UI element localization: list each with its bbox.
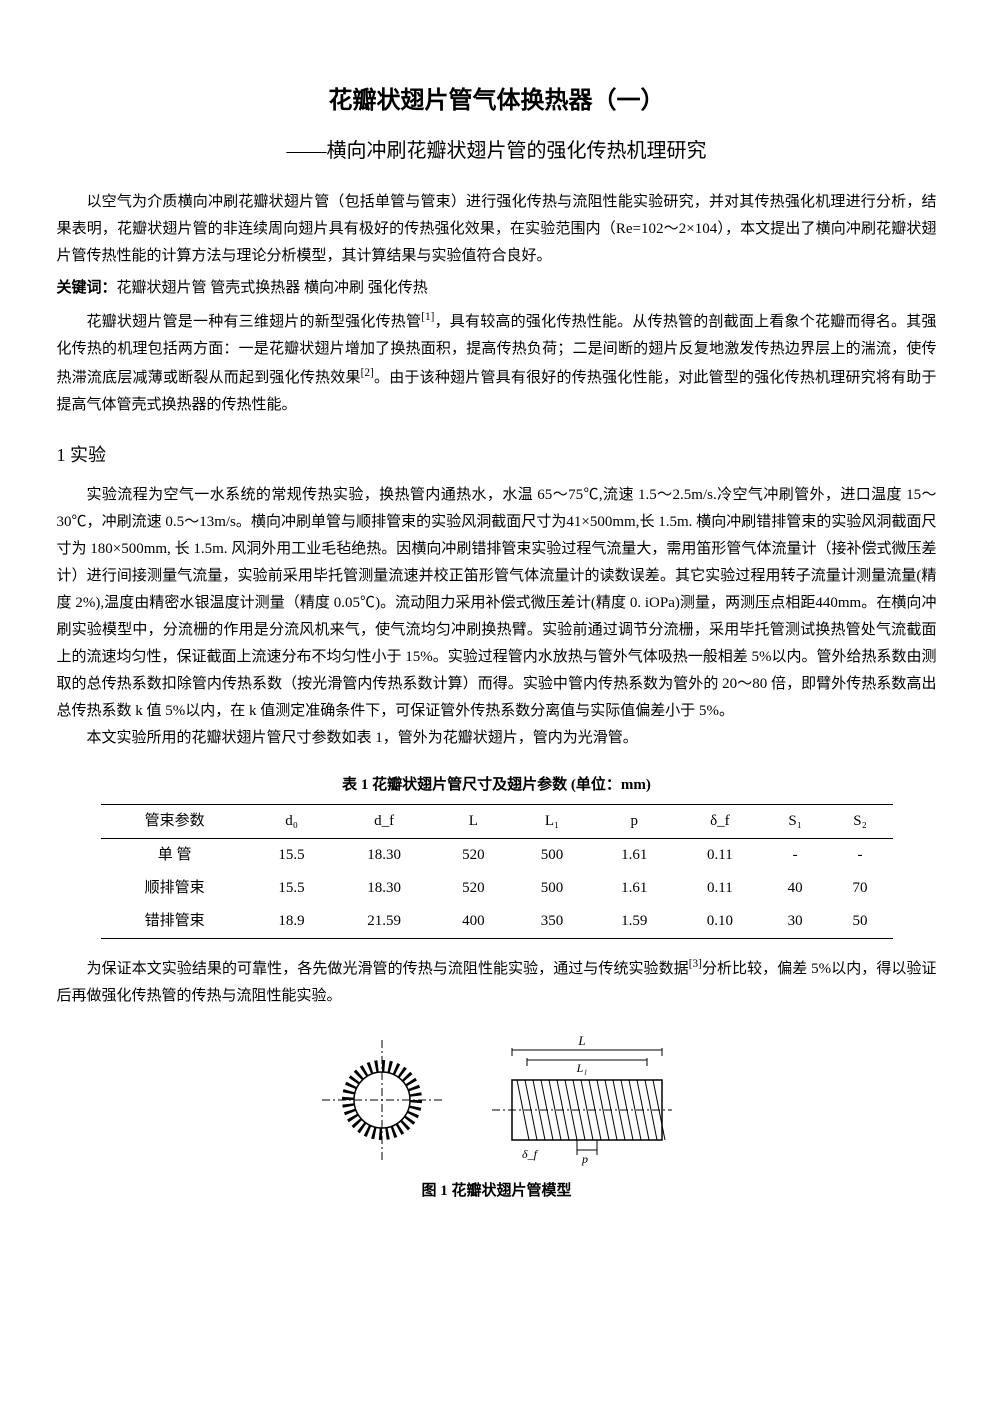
svg-text:δ_f: δ_f [522, 1147, 539, 1161]
table-1: 管束参数 d₀ d_f L L₁ p δ_f S₁ S₂ 单 管 15.5 18… [101, 804, 893, 939]
table-1-title: 表 1 花瓣状翅片管尺寸及翅片参数 (单位：mm) [57, 772, 937, 799]
table-cell: - [828, 838, 893, 872]
figure-1: L L₁ δ_f p 图 1 花瓣状翅片管模型 [57, 1030, 937, 1205]
table-header-cell: S₂ [828, 804, 893, 838]
figure-1-side-view-icon: L L₁ δ_f p [482, 1030, 682, 1170]
svg-text:L: L [577, 1033, 585, 1048]
table-cell: 错排管束 [101, 905, 249, 939]
keywords-line: 关键词：花瓣状翅片管 管壳式换热器 横向冲刷 强化传热 [57, 275, 937, 302]
table-header-cell: δ_f [677, 804, 763, 838]
section-1-heading: 1 实验 [57, 439, 937, 471]
para3-text-a: 为保证本文实验结果的可靠性，各先做光滑管的传热与流阻性能实验，通过与传统实验数据 [87, 961, 689, 977]
table-header-cell: d₀ [249, 804, 335, 838]
table-cell: 30 [763, 905, 828, 939]
table-cell: 500 [513, 838, 592, 872]
citation-1: [1] [421, 311, 434, 323]
table-cell: 520 [434, 838, 513, 872]
section-1-para-2: 本文实验所用的花瓣状翅片管尺寸参数如表 1，管外为花瓣状翅片，管内为光滑管。 [57, 725, 937, 752]
table-cell: 21.59 [334, 905, 434, 939]
table-row: 错排管束 18.9 21.59 400 350 1.59 0.10 30 50 [101, 905, 893, 939]
table-cell: 18.30 [334, 872, 434, 905]
table-cell: 0.11 [677, 872, 763, 905]
table-cell: 500 [513, 872, 592, 905]
table-cell: 顺排管束 [101, 872, 249, 905]
citation-3: [3] [689, 958, 702, 970]
keywords-content: 花瓣状翅片管 管壳式换热器 横向冲刷 强化传热 [117, 280, 428, 296]
table-header-row: 管束参数 d₀ d_f L L₁ p δ_f S₁ S₂ [101, 804, 893, 838]
table-header-cell: p [591, 804, 677, 838]
paper-subtitle: ——横向冲刷花瓣状翅片管的强化传热机理研究 [57, 133, 937, 169]
table-header-cell: S₁ [763, 804, 828, 838]
table-cell: 0.10 [677, 905, 763, 939]
paper-title: 花瓣状翅片管气体换热器（一） [57, 80, 937, 123]
table-cell: 18.30 [334, 838, 434, 872]
table-cell: 1.59 [591, 905, 677, 939]
table-cell: - [763, 838, 828, 872]
table-cell: 1.61 [591, 872, 677, 905]
table-cell: 520 [434, 872, 513, 905]
table-cell: 350 [513, 905, 592, 939]
abstract-text: 以空气为介质横向冲刷花瓣状翅片管（包括单管与管束）进行强化传热与流阻性能实验研究… [57, 189, 937, 270]
table-row: 单 管 15.5 18.30 520 500 1.61 0.11 - - [101, 838, 893, 872]
table-cell: 15.5 [249, 838, 335, 872]
table-cell: 1.61 [591, 838, 677, 872]
table-row: 顺排管束 15.5 18.30 520 500 1.61 0.11 40 70 [101, 872, 893, 905]
section-1-para-3: 为保证本文实验结果的可靠性，各先做光滑管的传热与流阻性能实验，通过与传统实验数据… [57, 954, 937, 1010]
figure-1-caption: 图 1 花瓣状翅片管模型 [57, 1178, 937, 1205]
keywords-label: 关键词： [57, 280, 117, 296]
table-cell: 0.11 [677, 838, 763, 872]
table-cell: 15.5 [249, 872, 335, 905]
table-header-cell: 管束参数 [101, 804, 249, 838]
intro-text-a: 花瓣状翅片管是一种有三维翅片的新型强化传热管 [87, 314, 422, 330]
svg-text:p: p [581, 1152, 588, 1166]
table-header-cell: d_f [334, 804, 434, 838]
citation-2: [2] [361, 367, 374, 379]
figure-1-cross-section-icon [312, 1030, 452, 1170]
section-1-para-1: 实验流程为空气一水系统的常规传热实验，换热管内通热水，水温 65～75℃,流速 … [57, 482, 937, 725]
table-header-cell: L [434, 804, 513, 838]
table-header-cell: L₁ [513, 804, 592, 838]
intro-paragraph: 花瓣状翅片管是一种有三维翅片的新型强化传热管[1]，具有较高的强化传热性能。从传… [57, 307, 937, 419]
table-cell: 18.9 [249, 905, 335, 939]
table-cell: 70 [828, 872, 893, 905]
table-cell: 40 [763, 872, 828, 905]
table-cell: 单 管 [101, 838, 249, 872]
table-cell: 50 [828, 905, 893, 939]
svg-text:L₁: L₁ [575, 1061, 587, 1075]
table-cell: 400 [434, 905, 513, 939]
